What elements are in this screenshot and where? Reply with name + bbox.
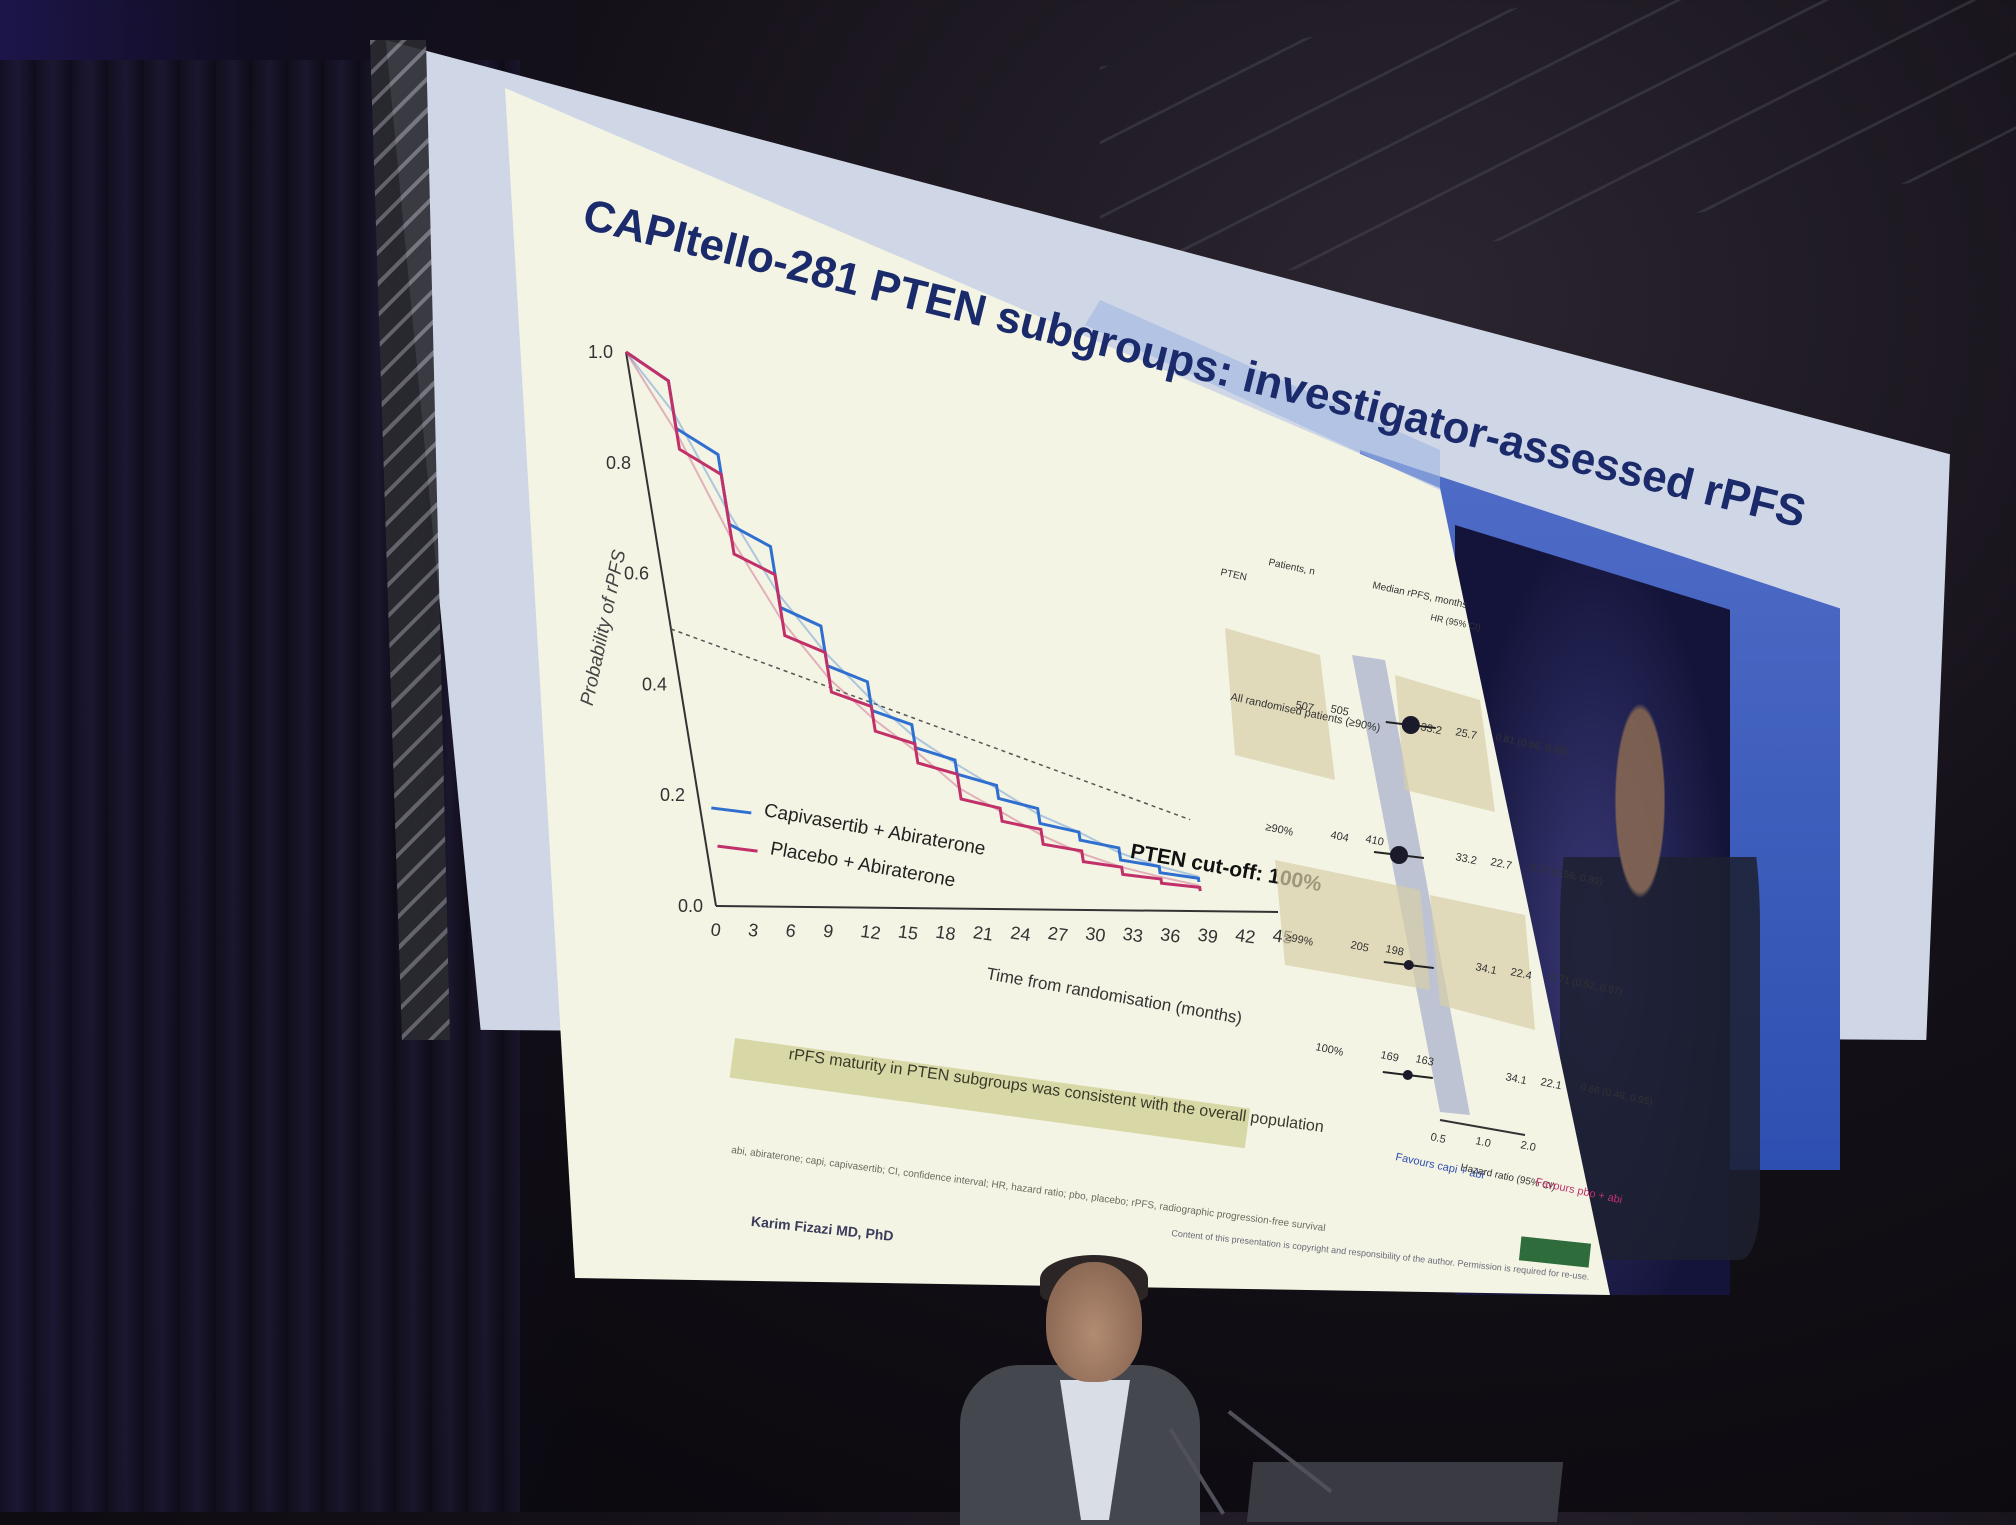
row-pbo-median: 22.4 bbox=[1509, 966, 1532, 982]
row-cutoff-label: ≥90% bbox=[1264, 821, 1294, 839]
x-tick-label: 33 bbox=[1122, 924, 1145, 947]
y-tick-label: 0.6 bbox=[624, 564, 649, 584]
row-capi-median: 33.2 bbox=[1419, 721, 1442, 737]
row-pbo-n: 505 bbox=[1329, 703, 1349, 719]
row-pbo-median: 25.7 bbox=[1454, 726, 1477, 742]
x-tick-label: 36 bbox=[1159, 924, 1182, 947]
x-tick-label: 0 bbox=[710, 919, 723, 940]
x-tick-label: 24 bbox=[1009, 923, 1032, 946]
hr-point bbox=[1402, 1070, 1413, 1080]
x-tick-label: 9 bbox=[822, 921, 835, 942]
y-tick-label: 0.0 bbox=[678, 896, 703, 916]
x-tick-label: 39 bbox=[1197, 925, 1220, 948]
row-pbo-n: 163 bbox=[1414, 1053, 1434, 1069]
row-capi-median: 34.1 bbox=[1474, 961, 1497, 977]
row-hr-ci: 0.70 (0.56, 0.89) bbox=[1529, 862, 1603, 888]
speaker-head bbox=[1046, 1262, 1142, 1382]
y-tick-label: 1.0 bbox=[588, 342, 613, 362]
header-pten-cutoff: PTEN bbox=[1219, 567, 1247, 583]
hr-point bbox=[1390, 846, 1408, 864]
x-tick-label: 21 bbox=[972, 922, 995, 945]
slide-background bbox=[505, 88, 1610, 1295]
row-capi-n: 205 bbox=[1349, 939, 1369, 955]
row-capi-median: 33.2 bbox=[1454, 851, 1477, 867]
hr-tick-label: 1.0 bbox=[1474, 1135, 1491, 1150]
row-pbo-median: 22.7 bbox=[1489, 856, 1512, 872]
row-shade-1b bbox=[1395, 675, 1495, 812]
hr-tick-label: 2.0 bbox=[1519, 1139, 1536, 1154]
hr-tick-label: 0.5 bbox=[1429, 1131, 1446, 1146]
y-tick-label: 0.8 bbox=[606, 453, 631, 473]
row-shade-2b bbox=[1430, 895, 1535, 1030]
row-cutoff-label: ≥99% bbox=[1284, 931, 1314, 949]
legend-swatch bbox=[717, 844, 758, 853]
x-tick-label: 3 bbox=[747, 920, 760, 941]
hr-axis bbox=[1439, 1119, 1526, 1136]
x-axis bbox=[715, 905, 1279, 913]
x-tick-label: 18 bbox=[934, 922, 957, 945]
row-capi-n: 507 bbox=[1294, 699, 1314, 715]
x-tick-label: 15 bbox=[897, 921, 920, 944]
row-cutoff-label: 100% bbox=[1314, 1041, 1344, 1059]
row-shade-2 bbox=[1275, 860, 1430, 990]
slide-accent-stripe bbox=[1085, 300, 1440, 490]
row-capi-n: 404 bbox=[1329, 829, 1349, 845]
legend-swatch bbox=[711, 806, 752, 815]
row-capi-median: 34.1 bbox=[1504, 1071, 1527, 1087]
km-ci-band bbox=[625, 351, 1200, 887]
row-pbo-median: 22.1 bbox=[1539, 1076, 1562, 1092]
row-pbo-n: 410 bbox=[1364, 833, 1384, 849]
podium bbox=[1246, 1462, 1564, 1522]
x-tick-label: 30 bbox=[1084, 923, 1107, 946]
x-tick-label: 42 bbox=[1234, 925, 1257, 948]
row-hr-ci: 0.66 (0.46, 0.95) bbox=[1579, 1082, 1653, 1108]
row-hr-ci: 0.81 (0.66, 0.98) bbox=[1494, 732, 1568, 758]
x-tick-label: 6 bbox=[784, 920, 797, 941]
row-pbo-n: 198 bbox=[1384, 943, 1404, 959]
hr-point bbox=[1403, 960, 1414, 970]
x-tick-label: 27 bbox=[1047, 923, 1070, 946]
y-tick-label: 0.4 bbox=[642, 674, 667, 694]
y-tick-label: 0.2 bbox=[660, 785, 685, 805]
row-capi-n: 169 bbox=[1379, 1049, 1399, 1065]
hr-point bbox=[1401, 716, 1420, 734]
row-shade-1 bbox=[1225, 628, 1335, 780]
km-ci-band bbox=[625, 351, 1199, 878]
km-curve-capivasertib bbox=[625, 350, 1201, 883]
row-hr-ci: 0.71 (0.52, 0.97) bbox=[1549, 972, 1623, 998]
x-tick-label: 12 bbox=[859, 921, 882, 944]
km-curve-placebo bbox=[625, 350, 1202, 892]
speaker-video-image bbox=[1560, 700, 1760, 1260]
